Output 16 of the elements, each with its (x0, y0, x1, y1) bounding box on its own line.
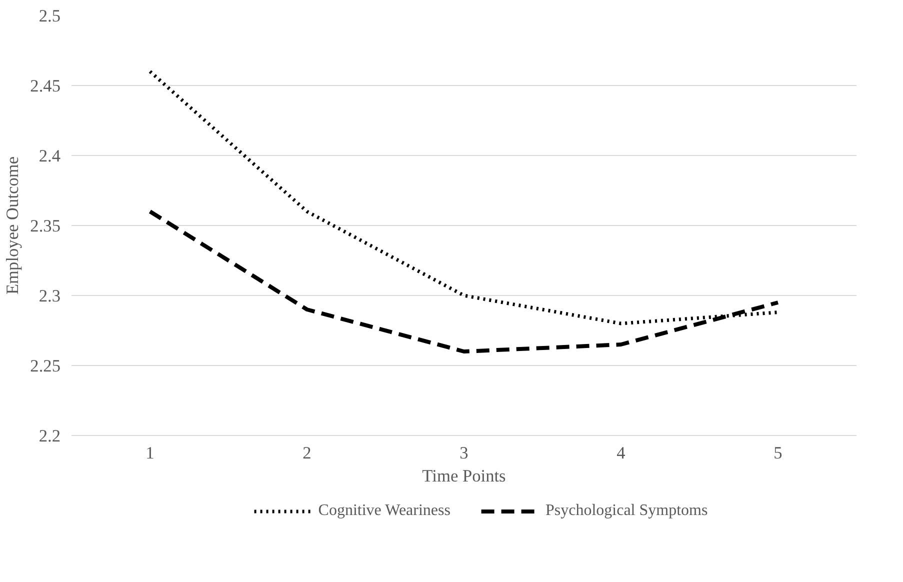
y-tick-label: 2.3 (38, 286, 61, 306)
legend-label: Psychological Symptoms (545, 502, 708, 520)
legend-label: Cognitive Weariness (318, 502, 450, 520)
x-tick-label: 4 (616, 444, 626, 462)
y-tick-label: 2.35 (30, 216, 61, 236)
y-tick-label: 2.5 (38, 6, 61, 26)
y-tick-label: 2.4 (38, 146, 61, 166)
x-axis-title: Time Points (422, 466, 506, 486)
y-tick-label: 2.25 (30, 356, 61, 376)
y-axis-title: Employee Outcome (3, 156, 22, 295)
x-tick-label: 2 (302, 444, 312, 462)
x-tick-label: 3 (460, 444, 468, 462)
y-tick-label: 2.2 (38, 426, 61, 446)
y-tick-label: 2.45 (30, 76, 61, 96)
x-tick-label: 1 (146, 444, 154, 462)
x-tick-label: 5 (774, 444, 782, 462)
